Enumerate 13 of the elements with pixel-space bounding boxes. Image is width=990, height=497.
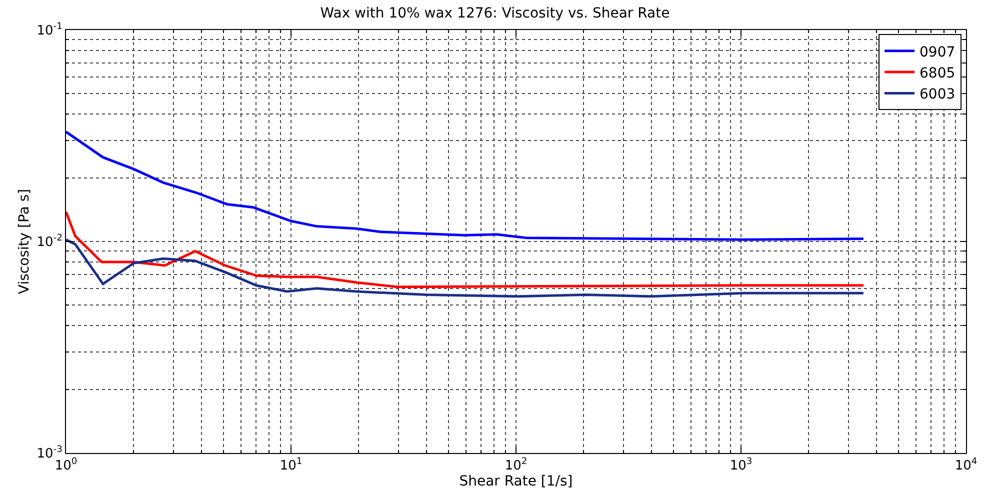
y-tick-label: 10$^{-1}$ <box>36 22 62 39</box>
x-tick-label: 10$^{2}$ <box>504 457 528 474</box>
y-axis-title: Viscosity [Pa s] <box>16 188 32 294</box>
legend-label: 0907 <box>920 44 956 60</box>
x-tick-label: 10$^{3}$ <box>730 457 752 474</box>
x-tick-label: 10$^{0}$ <box>54 457 78 474</box>
y-tick-label: 10$^{-2}$ <box>36 234 62 250</box>
x-tick-label: 10$^{4}$ <box>954 457 978 474</box>
x-tick-label: 10$^{1}$ <box>280 457 302 474</box>
legend-label: 6805 <box>920 65 956 82</box>
x-axis-title: Shear Rate [1/s] <box>459 474 573 490</box>
chart-title: Wax with 10% wax 1276: Viscosity vs. Shear Rate <box>320 5 670 22</box>
legend-label: 6003 <box>920 86 956 103</box>
